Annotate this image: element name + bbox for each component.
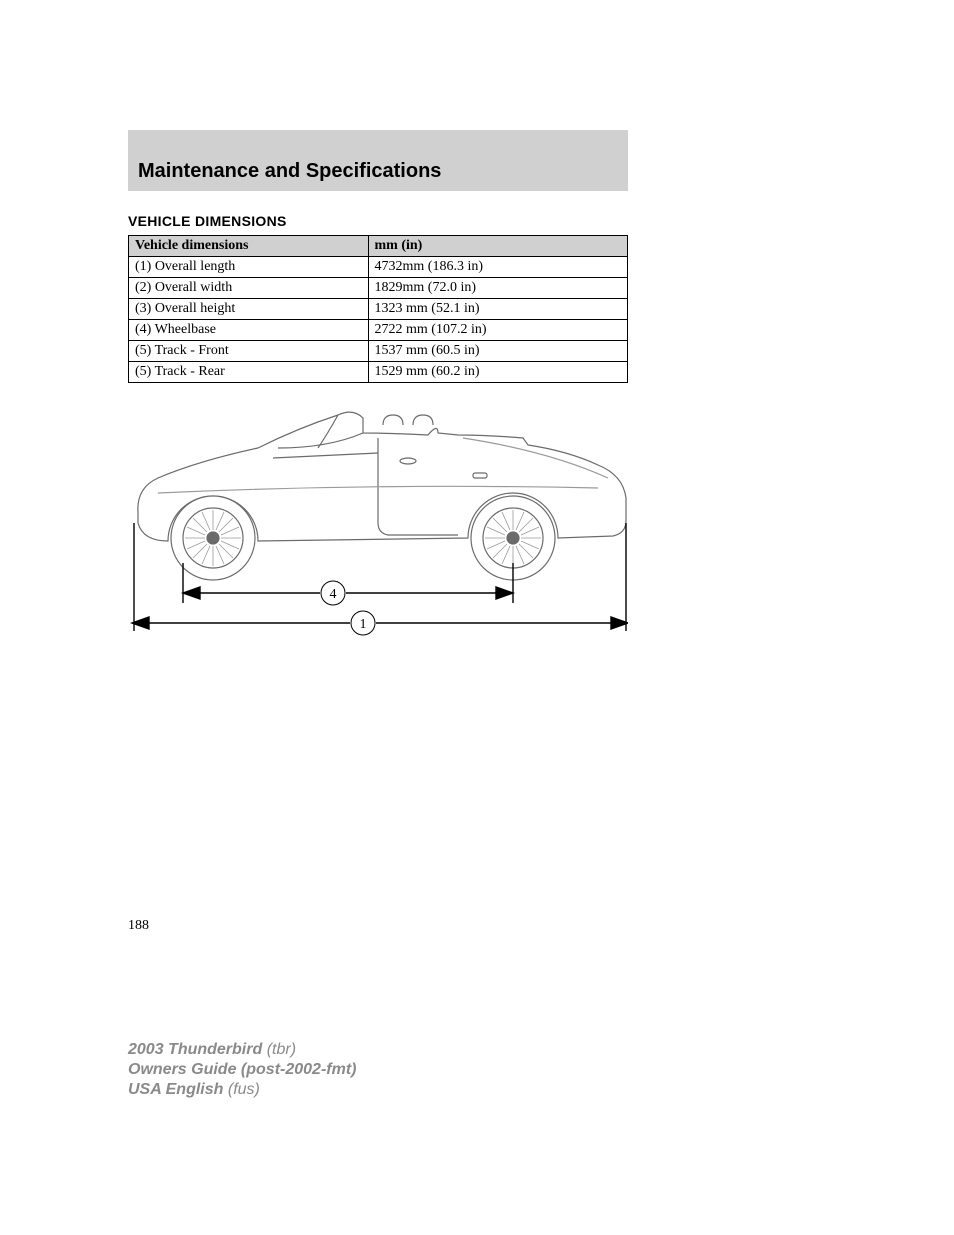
table-row: (5) Track - Rear1529 mm (60.2 in)	[129, 362, 628, 383]
vehicle-diagram: 4 1	[128, 393, 628, 643]
footer-line-1: 2003 Thunderbird (tbr)	[128, 1040, 356, 1060]
cell: (2) Overall width	[129, 278, 369, 299]
dimensions-table: Vehicle dimensions mm (in) (1) Overall l…	[128, 235, 628, 383]
cell: (5) Track - Front	[129, 341, 369, 362]
col-header-0: Vehicle dimensions	[129, 236, 369, 257]
section-heading: VEHICLE DIMENSIONS	[128, 213, 774, 229]
footer-model: 2003 Thunderbird	[128, 1041, 267, 1058]
cell: 1537 mm (60.5 in)	[368, 341, 627, 362]
footer-line-3: USA English (fus)	[128, 1080, 356, 1100]
table-row: (4) Wheelbase2722 mm (107.2 in)	[129, 320, 628, 341]
cell: 1829mm (72.0 in)	[368, 278, 627, 299]
cell: (3) Overall height	[129, 299, 369, 320]
cell: 1323 mm (52.1 in)	[368, 299, 627, 320]
cell: (5) Track - Rear	[129, 362, 369, 383]
cell: (4) Wheelbase	[129, 320, 369, 341]
header-tab: Maintenance and Specifications	[128, 130, 628, 191]
footer-lang-code: (fus)	[228, 1081, 260, 1098]
diagram-label-1: 1	[360, 617, 367, 632]
table-row: (3) Overall height1323 mm (52.1 in)	[129, 299, 628, 320]
page-number: 188	[128, 918, 149, 934]
cell: 4732mm (186.3 in)	[368, 257, 627, 278]
cell: 2722 mm (107.2 in)	[368, 320, 627, 341]
footer-line-2: Owners Guide (post-2002-fmt)	[128, 1060, 356, 1080]
col-header-1: mm (in)	[368, 236, 627, 257]
table-row: (2) Overall width1829mm (72.0 in)	[129, 278, 628, 299]
footer-model-code: (tbr)	[267, 1041, 296, 1058]
footer-lang: USA English	[128, 1081, 228, 1098]
cell: 1529 mm (60.2 in)	[368, 362, 627, 383]
footer-block: 2003 Thunderbird (tbr) Owners Guide (pos…	[128, 1040, 356, 1100]
cell: (1) Overall length	[129, 257, 369, 278]
table-row: (1) Overall length4732mm (186.3 in)	[129, 257, 628, 278]
diagram-label-4: 4	[330, 587, 337, 602]
table-row: (5) Track - Front1537 mm (60.5 in)	[129, 341, 628, 362]
page-title: Maintenance and Specifications	[138, 160, 618, 183]
